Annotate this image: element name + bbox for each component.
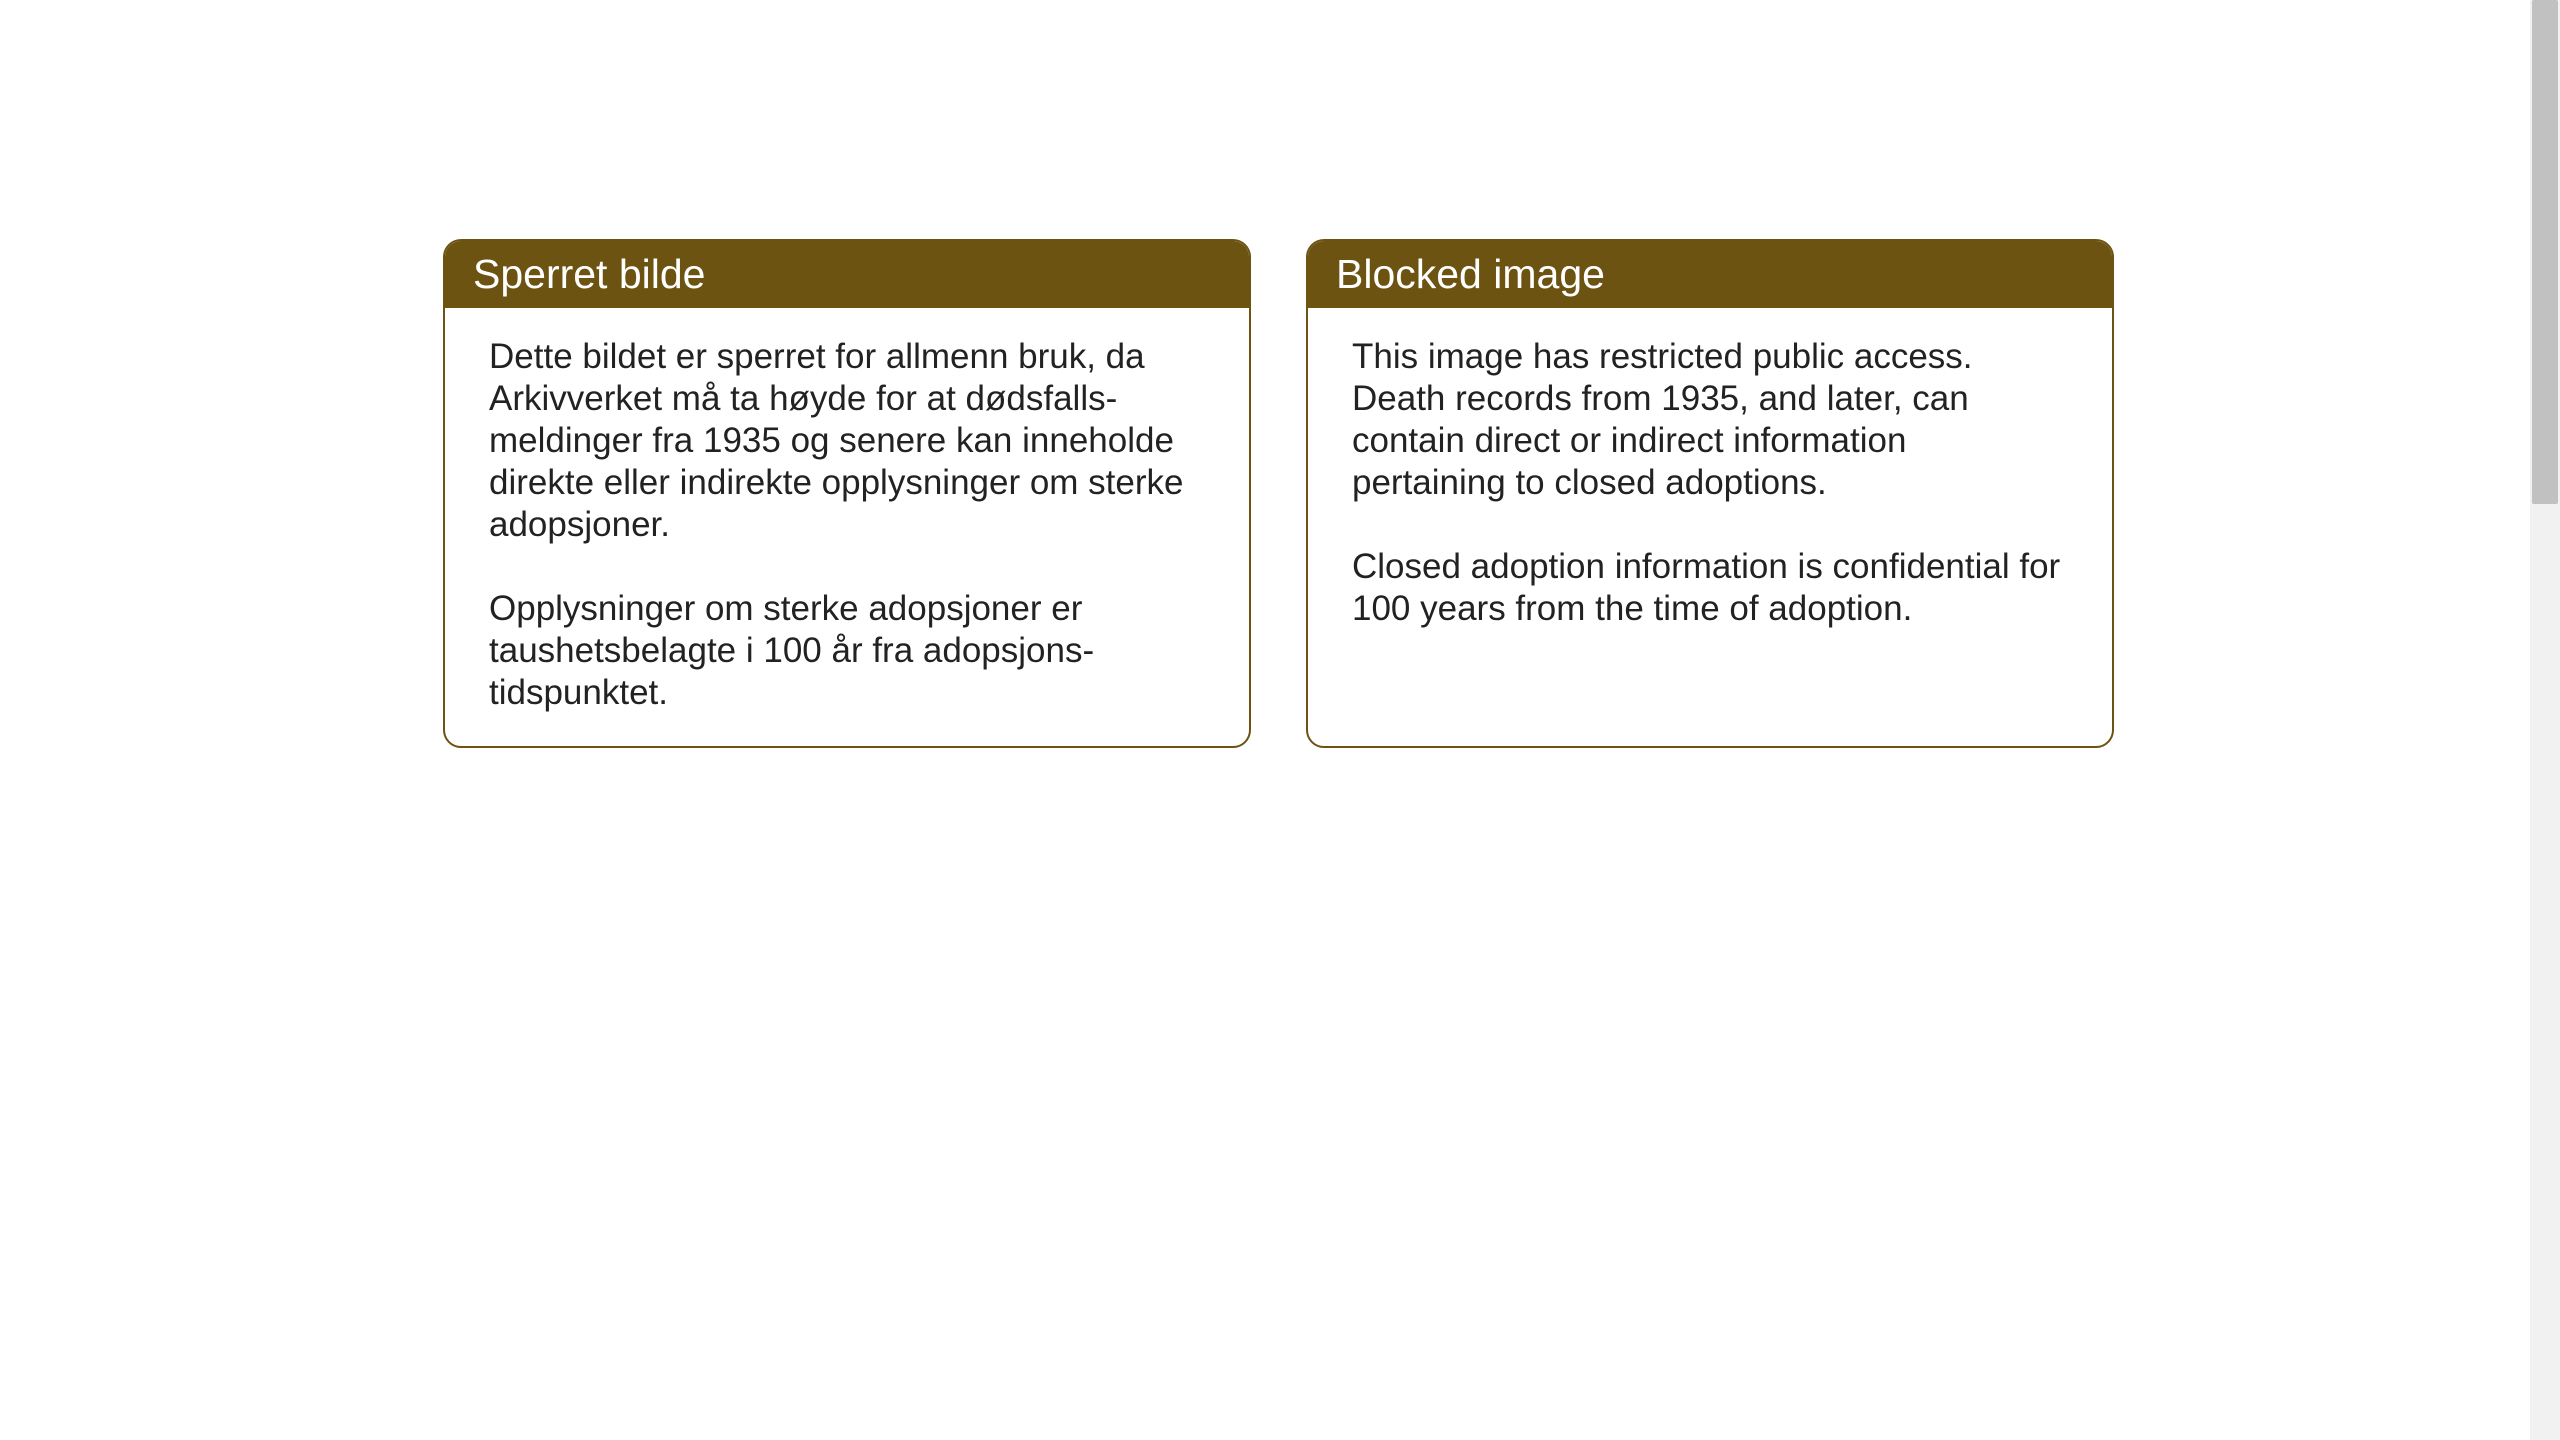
card-header-norwegian: Sperret bilde [445, 241, 1249, 308]
card-title-english: Blocked image [1336, 251, 1605, 297]
card-body-norwegian: Dette bildet er sperret for allmenn bruk… [445, 308, 1249, 742]
card-paragraph-1-english: This image has restricted public access.… [1352, 336, 2068, 504]
notice-card-english: Blocked image This image has restricted … [1306, 239, 2114, 748]
card-paragraph-2-norwegian: Opplysninger om sterke adopsjoner er tau… [489, 588, 1205, 714]
card-header-english: Blocked image [1308, 241, 2112, 308]
card-paragraph-1-norwegian: Dette bildet er sperret for allmenn bruk… [489, 336, 1205, 546]
card-body-english: This image has restricted public access.… [1308, 308, 2112, 658]
card-title-norwegian: Sperret bilde [473, 251, 705, 297]
notice-cards-container: Sperret bilde Dette bildet er sperret fo… [443, 239, 2114, 748]
notice-card-norwegian: Sperret bilde Dette bildet er sperret fo… [443, 239, 1251, 748]
scrollbar-thumb[interactable] [2532, 0, 2558, 504]
card-paragraph-2-english: Closed adoption information is confident… [1352, 546, 2068, 630]
vertical-scrollbar[interactable] [2530, 0, 2560, 1440]
